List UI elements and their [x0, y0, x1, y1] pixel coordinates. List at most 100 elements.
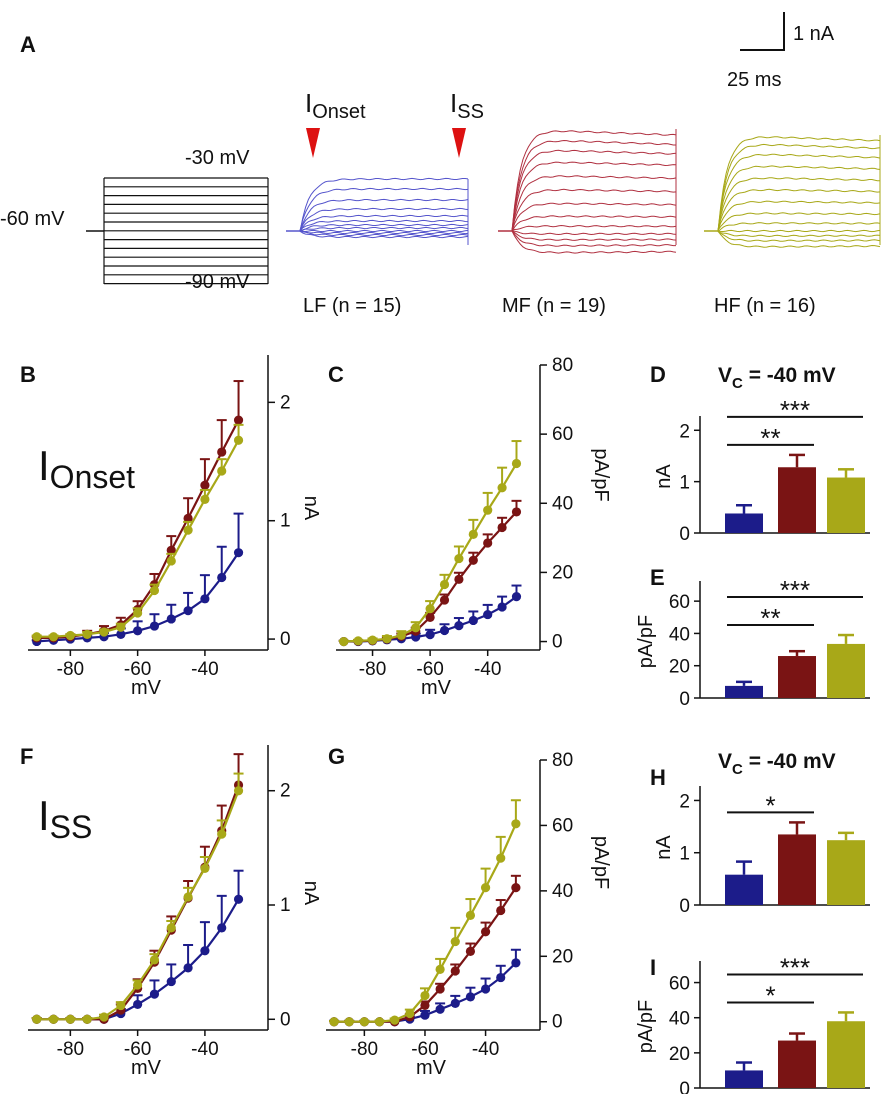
y-tick-label: 1 [280, 511, 291, 532]
lf-current-traces [286, 177, 469, 245]
x-tick-label: -60 [124, 1039, 151, 1060]
data-point [353, 636, 363, 646]
data-point [497, 602, 507, 612]
y-tick-label: 1 [679, 473, 690, 494]
data-point [183, 525, 193, 535]
scale-bar-current-label: 1 nA [793, 23, 835, 45]
data-point [82, 629, 92, 639]
y-tick-label: 40 [669, 624, 690, 645]
current-trace [717, 229, 881, 233]
current-trace [299, 198, 469, 231]
y-tick-label: 20 [669, 657, 690, 678]
panel-g-iss-density: G 0 20 40 60 80 -80 -60 -40 mV pA/pF [326, 744, 612, 1079]
current-trace [717, 177, 881, 231]
bar-hf [827, 840, 865, 905]
data-point [435, 1004, 445, 1014]
data-point [149, 585, 160, 596]
scale-bar-time-label: 25 ms [727, 69, 781, 91]
data-point [329, 1017, 339, 1027]
current-trace [299, 230, 469, 239]
data-point [411, 623, 421, 633]
data-point [116, 622, 126, 632]
series-hf [31, 423, 244, 642]
panel-label-f: F [20, 744, 33, 769]
data-point [166, 976, 176, 987]
x-axis-label: mV [131, 677, 162, 699]
panel-b-ionset-nA: B IOnset 0 1 2 -80 -60 -40 mV nA [20, 355, 322, 699]
data-point [497, 522, 507, 533]
data-point [133, 980, 143, 990]
data-point [367, 635, 378, 645]
y-tick-label: 60 [552, 424, 573, 445]
current-trace [717, 188, 881, 231]
current-trace [511, 161, 677, 232]
x-tick-label: -40 [472, 1039, 499, 1060]
panel-e-ionset-bar-density: E 0 20 40 60 pA/pF ***** [635, 565, 870, 710]
vc-title-h: VC = -40 mV [718, 750, 836, 778]
data-point [183, 513, 193, 523]
bar-lf [725, 513, 763, 533]
data-point [483, 609, 493, 620]
ionset-marker-label: IOnset [305, 88, 366, 123]
panel-label-i: I [650, 955, 656, 980]
y-tick-label: 0 [280, 1009, 291, 1030]
current-trace [511, 230, 677, 241]
current-trace [717, 136, 881, 232]
current-trace [717, 222, 881, 232]
current-trace [299, 223, 469, 232]
data-point [183, 606, 193, 616]
current-trace [299, 230, 469, 235]
significance-stars: ** [760, 423, 780, 453]
current-trace [717, 231, 881, 238]
ionset-arrow-icon [306, 128, 320, 158]
data-point [496, 853, 506, 863]
current-trace [299, 219, 469, 232]
data-point [166, 923, 176, 933]
series-hf [31, 772, 244, 1024]
data-point [183, 892, 193, 902]
data-point [439, 595, 450, 605]
data-point [166, 614, 176, 624]
data-point [382, 634, 392, 644]
bar-hf [827, 643, 865, 698]
data-point [344, 1017, 354, 1027]
bar-mf [778, 656, 816, 698]
current-trace [511, 224, 677, 231]
x-tick-label: -80 [351, 1039, 378, 1060]
current-trace [299, 187, 469, 231]
significance-stars: *** [780, 395, 810, 425]
current-trace [511, 149, 677, 232]
y-tick-label: 40 [552, 881, 573, 902]
current-trace [717, 212, 881, 231]
data-point [511, 882, 521, 893]
data-point [425, 604, 435, 614]
panel-label-e: E [650, 565, 665, 590]
y-tick-label: 80 [552, 355, 573, 376]
data-point [48, 1014, 59, 1024]
data-point [82, 1014, 92, 1024]
data-point [200, 863, 210, 874]
data-point [420, 1010, 430, 1020]
data-point [468, 615, 478, 626]
mf-current-traces [498, 129, 677, 254]
data-point [149, 955, 160, 965]
y-tick-label: 2 [280, 392, 291, 413]
data-point [396, 630, 406, 640]
x-tick-label: -40 [191, 659, 218, 680]
data-point [65, 630, 75, 641]
y-tick-label: 0 [679, 896, 690, 917]
x-tick-label: -60 [411, 1039, 438, 1060]
current-trace [299, 207, 469, 232]
voltage-hold-label: -60 mV [0, 208, 65, 230]
data-point [359, 1017, 369, 1027]
series-lf [31, 869, 244, 1024]
y-tick-label: 1 [679, 844, 690, 865]
data-point [217, 572, 227, 583]
panel-label-g: G [328, 744, 345, 769]
voltage-step-traces [86, 177, 269, 285]
current-trace [717, 230, 881, 248]
group-label-lf: LF (n = 15) [303, 295, 401, 317]
data-point [439, 625, 450, 636]
current-trace [511, 215, 677, 232]
